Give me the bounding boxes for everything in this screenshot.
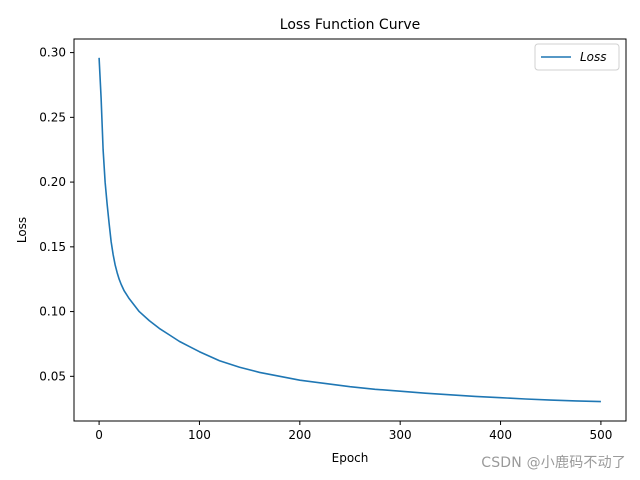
chart-title: Loss Function Curve [280, 17, 420, 33]
x-tick-label: 200 [288, 428, 311, 442]
y-axis-label: Loss [15, 217, 29, 243]
legend-box [534, 43, 620, 71]
y-axis-ticks: 0.05 0.10 0.15 0.20 0.25 0.30 [39, 46, 74, 383]
axes-frame [73, 38, 627, 422]
legend-label-loss: Loss [580, 50, 607, 64]
y-tick-label: 0.15 [39, 240, 66, 254]
x-tick-label: 300 [389, 428, 412, 442]
legend: Loss [534, 43, 620, 71]
y-tick-label: 0.10 [39, 305, 66, 319]
watermark-text: CSDN @小鹿码不动了 [481, 455, 626, 471]
y-tick-label: 0.30 [39, 46, 66, 60]
x-tick-label: 500 [589, 428, 612, 442]
plot-area [73, 38, 627, 422]
series-line-loss [98, 57, 601, 403]
x-tick-label: 400 [489, 428, 512, 442]
y-tick-label: 0.05 [39, 369, 66, 383]
series-layer [98, 57, 601, 403]
x-axis-label: Epoch [332, 451, 369, 465]
y-tick-label: 0.20 [39, 175, 66, 189]
y-tick-label: 0.25 [39, 110, 66, 124]
x-tick-label: 0 [95, 428, 103, 442]
x-axis-ticks: 0 100 200 300 400 500 [95, 421, 612, 442]
x-tick-label: 100 [188, 428, 211, 442]
